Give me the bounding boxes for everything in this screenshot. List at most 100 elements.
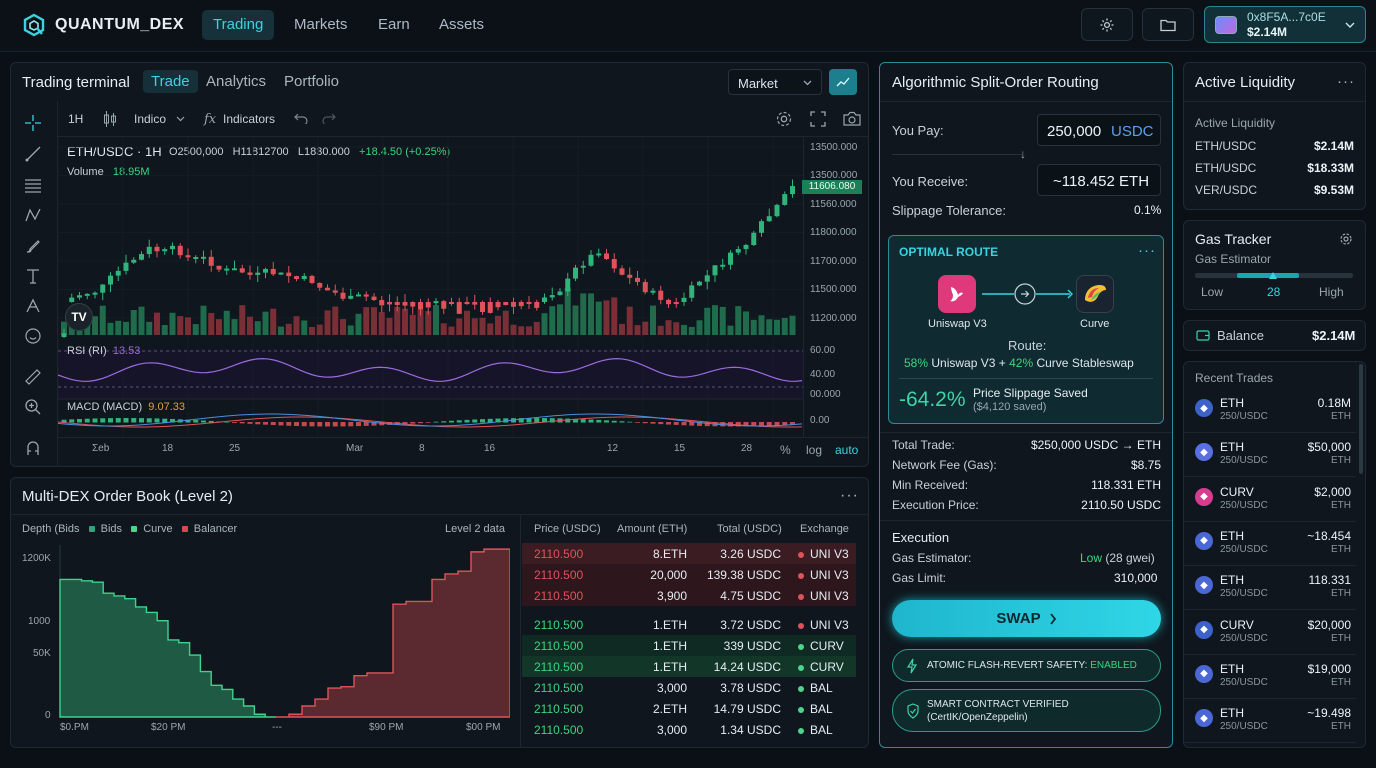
gas-tracker-panel (1183, 220, 1366, 310)
trade-row[interactable]: ◆ ETH 250/USDC 0.18M ETH (1184, 389, 1356, 433)
macd-bar (139, 418, 144, 423)
percent-toggle[interactable]: % (780, 443, 791, 457)
candle (673, 302, 679, 304)
undo-icon[interactable] (294, 112, 308, 124)
crosshair-tool[interactable] (22, 112, 44, 134)
text-tool[interactable] (22, 265, 44, 287)
nav-tab-earn[interactable]: Earn (378, 16, 410, 33)
volume-bar (402, 308, 408, 335)
trade-row[interactable]: ◆ ETH 250/USDC ~19.498 ETH (1184, 699, 1356, 744)
trade-row[interactable]: ◆ CURV 250/USDC $20,000 ETH (1184, 611, 1356, 655)
camera-icon[interactable] (843, 111, 861, 126)
macd-bar (449, 420, 454, 423)
horizontal-lines-tool[interactable] (22, 174, 44, 196)
pay-input[interactable]: 250,000 USDC (1037, 114, 1161, 146)
interval-button[interactable]: 1H (68, 112, 84, 126)
nav-tab-trading[interactable]: Trading (202, 10, 275, 40)
wallet-button[interactable]: 0x8F5A...7c0E $2.14M (1204, 6, 1366, 43)
volume-bar (208, 312, 215, 335)
depth-chart[interactable] (58, 545, 510, 718)
tab-trade[interactable]: Trade (143, 70, 198, 93)
candle (759, 221, 764, 233)
flash-revert-badge: ATOMIC FLASH-REVERT SAFETY: ENABLED (892, 649, 1161, 682)
order-book-row[interactable]: 2110.500 2.ETH 14.79 USDC BAL (522, 698, 856, 719)
more-icon[interactable]: ··· (1138, 242, 1156, 259)
scrollbar[interactable] (1359, 364, 1363, 474)
volume-bar (789, 315, 796, 335)
auto-toggle[interactable]: auto (835, 443, 859, 457)
order-book-row[interactable]: 2110.500 20,000 139.38 USDC UNI V3 (522, 564, 856, 585)
depth-y-tick: 50K (33, 648, 51, 659)
order-book-row[interactable]: 2110.500 1.ETH 339 USDC CURV (522, 635, 856, 656)
candle (573, 267, 578, 279)
order-type-select[interactable]: Market (728, 69, 822, 95)
macd-label: MACD (MACD) (67, 401, 143, 413)
order-book-row[interactable]: 2110.500 3,900 4.75 USDC UNI V3 (522, 585, 856, 606)
app-logo[interactable]: QUANTUM_DEX (22, 13, 184, 37)
indicator-select[interactable]: Indico (134, 112, 167, 126)
nav-tab-markets[interactable]: Markets (294, 16, 348, 33)
log-toggle[interactable]: log (806, 443, 823, 457)
nodes-icon (26, 298, 40, 313)
order-book-row[interactable]: 2110.500 1.ETH 3.72 USDC UNI V3 (522, 614, 856, 635)
zoom-tool[interactable] (22, 396, 44, 418)
legend-bids: Bids (100, 523, 123, 535)
macd-bar (580, 419, 586, 423)
candle (139, 254, 144, 260)
nav-tab-assets[interactable]: Assets (439, 16, 485, 33)
order-book-row[interactable]: 2110.500 3,000 1.34 USDC BAL (522, 719, 856, 740)
indicators-button[interactable]: Indicators (223, 112, 276, 126)
trade-row[interactable]: ◆ ETH 250/USDC ~18.454 ETH (1184, 522, 1356, 566)
detail-label: Total Trade: (892, 438, 955, 452)
top-nav: QUANTUM_DEX Trading Markets Earn Assets … (0, 0, 1376, 52)
pattern-tool[interactable] (22, 204, 44, 226)
tradingview-logo[interactable]: TV (65, 303, 93, 331)
candles-icon[interactable] (103, 110, 117, 128)
slippage-value[interactable]: 0.1% (1134, 203, 1162, 217)
order-book-row[interactable]: 2110.500 8.ETH 3.26 USDC UNI V3 (522, 543, 856, 564)
volume-bar (464, 310, 470, 335)
receive-output[interactable]: ~118.452 ETH (1037, 164, 1161, 196)
divider (10, 514, 869, 515)
macd-bar (627, 421, 633, 423)
tab-analytics[interactable]: Analytics (206, 73, 267, 90)
price-chart[interactable] (58, 137, 803, 437)
fullscreen-icon[interactable] (810, 111, 826, 127)
settings-button[interactable] (1081, 8, 1133, 41)
trade-row[interactable]: ◆ ETH 250/USDC 118.331 ETH (1184, 566, 1356, 611)
trade-row[interactable]: ◆ ETH 250/USDC $50,000 ETH (1184, 433, 1356, 478)
order-book-row[interactable]: 2110.500 3,000 3.78 USDC BAL (522, 677, 856, 698)
more-icon[interactable]: ··· (840, 487, 859, 504)
chart-mode-button[interactable] (829, 69, 857, 95)
ohlc-high: H11812700 (232, 146, 289, 158)
measure-tool[interactable] (22, 295, 44, 317)
candle (774, 204, 780, 217)
trade-row[interactable]: ◆ CURV 250/USDC $2,000 ETH (1184, 478, 1356, 522)
chart-settings-icon[interactable] (775, 110, 793, 128)
redo-icon[interactable] (322, 112, 336, 124)
candle (387, 302, 392, 305)
trade-row[interactable]: ◆ ETH 250/USDC $19,000 ETH (1184, 655, 1356, 699)
gear-icon[interactable] (1339, 232, 1353, 246)
brush-tool[interactable] (22, 235, 44, 257)
macd-bar (208, 420, 214, 423)
trendline-tool[interactable] (22, 143, 44, 165)
macd-bar (201, 420, 206, 423)
emoji-tool[interactable] (22, 325, 44, 347)
swap-button[interactable]: SWAP (892, 600, 1161, 637)
ruler-tool[interactable] (22, 366, 44, 388)
magnet-tool[interactable] (22, 437, 44, 459)
time-tick: Mar (346, 443, 364, 454)
macd-tick: 00.000 (810, 389, 841, 400)
more-icon[interactable]: ··· (1337, 73, 1355, 90)
folder-button[interactable] (1142, 8, 1194, 41)
order-book-row[interactable]: 2110.500 1.ETH 14.24 USDC CURV (522, 656, 856, 677)
price-tick: 11800.000 (810, 227, 857, 238)
tab-portfolio[interactable]: Portfolio (284, 73, 340, 90)
volume-bar (386, 317, 393, 335)
macd-bar (247, 422, 253, 424)
volume-bar (347, 325, 354, 335)
route-split: 58% Uniswap V3 + 42% Curve Stableswap (904, 356, 1134, 370)
macd-bar (363, 422, 369, 426)
gas-meter-fill (1237, 273, 1300, 278)
